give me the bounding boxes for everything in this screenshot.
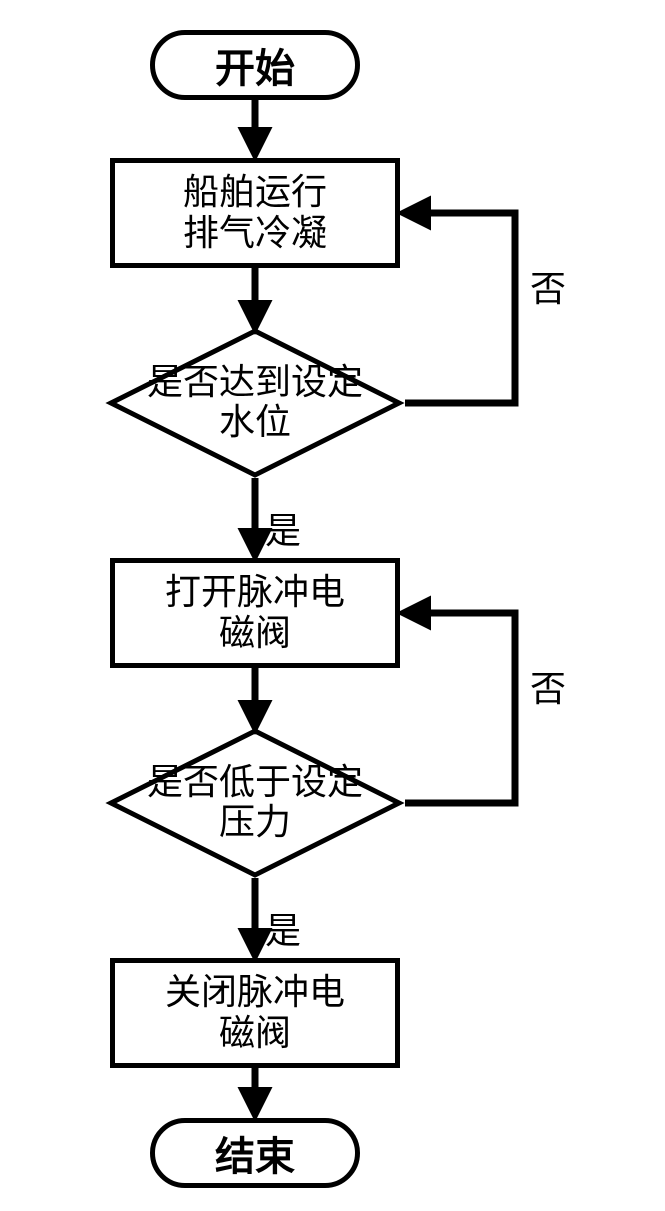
decision-pressure: 是否低于设定 压力: [105, 728, 405, 878]
process-exhaust-condense-label: 船舶运行 排气冷凝: [183, 172, 327, 255]
process-open-valve: 打开脉冲电 磁阀: [110, 558, 400, 668]
start-terminator: 开始: [150, 30, 360, 100]
label-yes-1: 是: [265, 502, 301, 554]
decision-pressure-label: 是否低于设定 压力: [147, 763, 363, 842]
end-terminator: 结束: [150, 1118, 360, 1188]
process-exhaust-condense: 船舶运行 排气冷凝: [110, 158, 400, 268]
decision-water-level-label: 是否达到设定 水位: [147, 363, 363, 442]
process-open-valve-label: 打开脉冲电 磁阀: [165, 572, 345, 655]
end-label: 结束: [215, 1124, 295, 1182]
label-no-2: 否: [530, 660, 566, 712]
process-close-valve: 关闭脉冲电 磁阀: [110, 958, 400, 1068]
start-label: 开始: [215, 36, 295, 94]
label-yes-2: 是: [265, 902, 301, 954]
process-close-valve-label: 关闭脉冲电 磁阀: [165, 972, 345, 1055]
label-no-1: 否: [530, 260, 566, 312]
e-dec2-no: [403, 613, 515, 803]
decision-water-level: 是否达到设定 水位: [105, 328, 405, 478]
flowchart-canvas: 开始 船舶运行 排气冷凝 是否达到设定 水位 打开脉冲电 磁阀 是否低于设定 压…: [0, 0, 665, 1211]
e-dec1-no: [403, 213, 515, 403]
